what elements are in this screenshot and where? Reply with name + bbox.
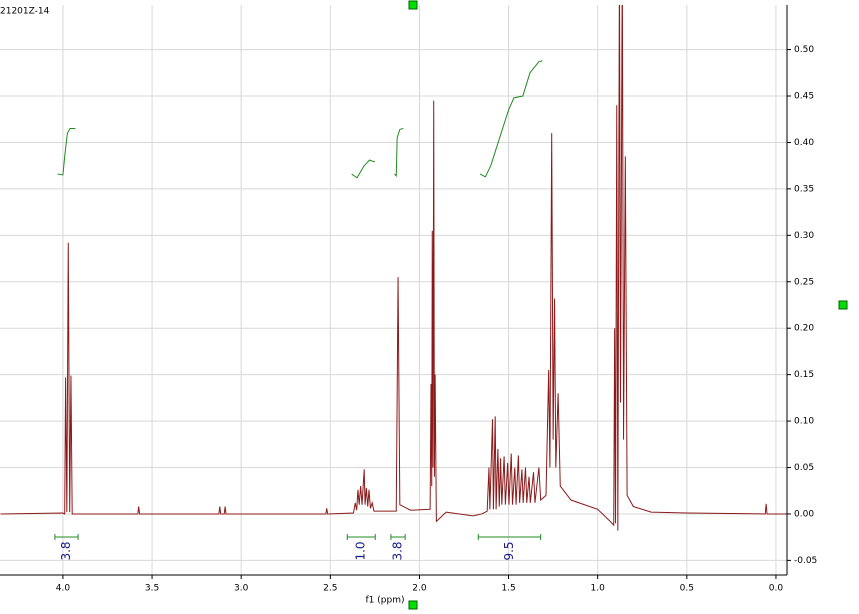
y-tick-label: 0.30 [794, 231, 814, 241]
integral-curve [351, 159, 376, 179]
integral-label: 3.8 [391, 541, 405, 560]
y-tick-label: 0.25 [794, 277, 814, 287]
x-tick-label: 0.0 [769, 584, 784, 594]
y-tick-label: 0.00 [794, 509, 814, 519]
handle[interactable] [838, 300, 848, 310]
y-tick-label: 0.20 [794, 324, 814, 334]
integral-label: 3.8 [59, 541, 73, 560]
x-tick-label: 2.0 [412, 584, 427, 594]
y-tick-label: 0.45 [794, 92, 814, 102]
integral-label: 1.0 [354, 541, 368, 560]
x-tick-label: 4.0 [56, 584, 71, 594]
x-tick-label: 3.0 [234, 584, 249, 594]
x-tick-label: 2.5 [323, 584, 337, 594]
integral-curve [479, 60, 543, 178]
y-tick-label: 0.50 [794, 45, 814, 55]
y-tick-label: 0.15 [794, 370, 814, 380]
x-tick-label: 0.5 [680, 584, 694, 594]
x-tick-label: 1.5 [501, 584, 515, 594]
y-tick-label: 0.05 [794, 463, 814, 473]
y-tick-label: 0.10 [794, 417, 814, 427]
spectrum-line [0, 5, 787, 531]
y-tick-label: 0.40 [794, 138, 814, 148]
chart-title: 21201Z-14 [0, 7, 50, 17]
y-tick-label: 0.35 [794, 184, 814, 194]
x-axis-label: f1 (ppm) [366, 596, 405, 606]
integral-curve [57, 128, 76, 176]
x-tick-label: 1.0 [591, 584, 606, 594]
x-tick-label: 3.5 [145, 584, 159, 594]
integral-curve [394, 128, 404, 178]
y-tick-label: -0.05 [794, 556, 817, 566]
integral-label: 9.5 [502, 541, 516, 560]
handle[interactable] [408, 600, 418, 610]
handle[interactable] [408, 0, 418, 10]
